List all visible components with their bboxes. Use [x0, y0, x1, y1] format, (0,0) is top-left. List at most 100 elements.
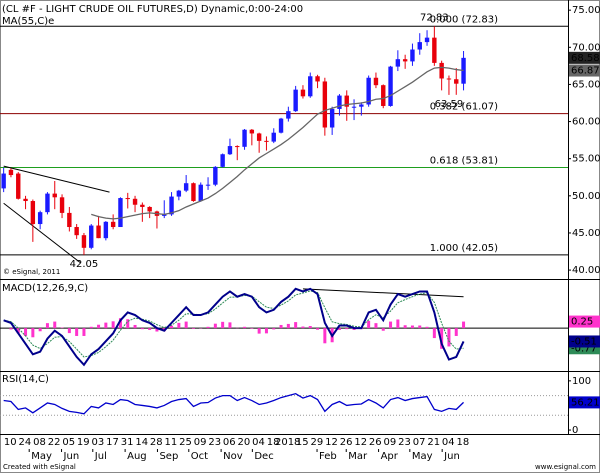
candle-body: [286, 111, 291, 119]
candle-body: [300, 89, 306, 97]
x-tick-label: 10: [4, 437, 17, 448]
x-tick-label: 08: [33, 437, 46, 448]
histogram-bar: [31, 328, 35, 338]
month-label: May: [31, 451, 52, 462]
x-tick-label: 09: [194, 437, 207, 448]
histogram-bar: [184, 321, 188, 329]
candle-body: [256, 133, 262, 141]
last-value-label: 68.58: [571, 53, 600, 64]
y-tick-label: 100: [572, 376, 591, 387]
candle-body: [293, 89, 298, 112]
annotation: 72.83: [420, 12, 449, 23]
series-line: [91, 66, 464, 220]
annotation: 63.59: [435, 99, 464, 110]
histogram-bar: [316, 328, 320, 330]
x-tick-label: 12: [354, 437, 367, 448]
x-tick-label: 26: [369, 437, 382, 448]
panel-title: MACD(12,26,9,C): [2, 283, 88, 294]
x-tick-label: 04: [442, 437, 455, 448]
month-label: Mar: [348, 451, 368, 462]
histogram-bar: [97, 324, 101, 329]
candle-body: [81, 235, 87, 248]
month-label: Dec: [254, 451, 273, 462]
candle-body: [337, 95, 342, 109]
histogram-bar: [140, 328, 144, 330]
histogram-bar: [250, 328, 254, 329]
last-value-label: 56.21: [571, 397, 600, 408]
month-label: Aug: [127, 451, 147, 462]
candle-body: [96, 225, 101, 239]
x-tick-label: 28: [150, 437, 163, 448]
candle-body: [16, 173, 21, 199]
histogram-bar: [111, 321, 115, 329]
histogram-bar: [308, 326, 312, 329]
candle-body: [454, 79, 459, 84]
candle-body: [74, 227, 79, 236]
last-value-box: [569, 396, 600, 409]
last-value-box: [569, 64, 600, 77]
series-line: [3, 392, 464, 415]
candle-body: [322, 81, 328, 128]
candle-body: [402, 59, 408, 62]
histogram-bar: [16, 328, 20, 334]
candle-body: [89, 225, 94, 248]
last-value-label: 0.25: [571, 317, 593, 328]
histogram-bar: [9, 328, 13, 330]
histogram-bar: [177, 322, 181, 329]
last-value-box: [569, 51, 600, 64]
candle-body: [439, 62, 444, 79]
histogram-bar: [432, 328, 436, 339]
candle-body: [52, 193, 57, 198]
histogram-bar: [82, 328, 86, 336]
candle-body: [446, 78, 452, 80]
x-tick-label: 09: [384, 437, 397, 448]
x-tick-label: 07: [413, 437, 426, 448]
histogram-bar: [206, 326, 210, 329]
last-value-box: [569, 315, 600, 328]
candle-body: [147, 206, 152, 212]
month-label: Sep: [159, 451, 178, 462]
histogram-bar: [53, 321, 57, 329]
candle-body: [59, 197, 65, 213]
trendline: [3, 165, 110, 193]
histogram-bar: [396, 319, 400, 329]
histogram-bar: [126, 319, 130, 329]
histogram-bar: [257, 328, 261, 334]
candle-body: [23, 198, 28, 202]
histogram-bar: [454, 328, 458, 336]
last-value-label: 66.87: [571, 66, 600, 77]
histogram-bar: [213, 323, 217, 329]
month-label: Oct: [191, 451, 208, 462]
month-label: Apr: [381, 451, 399, 462]
annotation: 42.05: [70, 259, 99, 270]
month-label: Jul: [94, 451, 107, 462]
candle-body: [1, 173, 6, 189]
y-tick-label: 45.00: [572, 228, 600, 239]
fib-label: 0.000 (72.83): [430, 14, 498, 25]
candle-body: [432, 37, 437, 63]
x-tick-label: 12: [325, 437, 338, 448]
histogram-bar: [264, 328, 268, 334]
x-tick-label: 2018: [275, 437, 300, 448]
histogram-bar: [345, 328, 349, 330]
histogram-bar: [228, 322, 232, 329]
y-tick-label: 65.00: [572, 79, 600, 90]
y-tick-label: 60.00: [572, 117, 600, 128]
month-label: Nov: [223, 451, 243, 462]
x-tick-label: 17: [106, 437, 119, 448]
fib-label: 0.382 (61.07): [430, 102, 498, 113]
y-tick-label: 70.00: [572, 42, 600, 53]
histogram-bar: [45, 323, 49, 329]
candle-body: [213, 166, 218, 185]
x-tick-label: 23: [398, 437, 411, 448]
candle-body: [183, 183, 189, 191]
candle-body: [308, 76, 313, 97]
histogram-bar: [294, 322, 298, 329]
candle-body: [220, 154, 225, 167]
candle-body: [118, 198, 123, 228]
x-tick-label: 21: [427, 437, 440, 448]
x-tick-label: 06: [223, 437, 236, 448]
candle-body: [417, 42, 422, 50]
